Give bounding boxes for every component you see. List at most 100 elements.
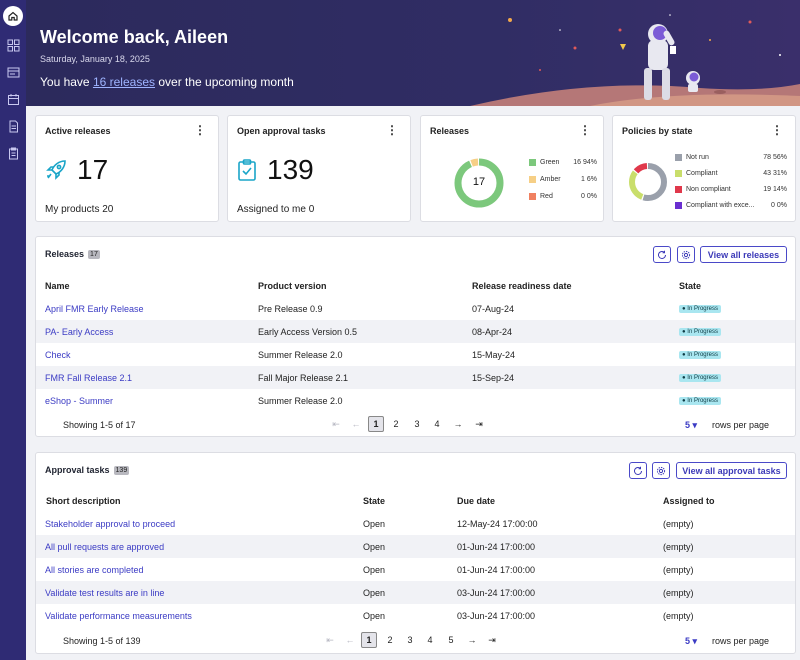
legend-item[interactable]: Green [529, 159, 559, 166]
rows-per-page-select[interactable]: 5 ▾ [685, 636, 698, 646]
approvals-settings-button[interactable] [652, 462, 670, 479]
approval-panel-label: Approval tasks [45, 465, 110, 475]
column-readiness-date[interactable]: Release readiness date [472, 281, 572, 291]
page-button[interactable]: 5 [448, 635, 454, 645]
donut-slice-compliant[interactable] [629, 163, 667, 201]
next-page-icon[interactable]: → [453, 419, 463, 429]
state-label: In Progress [687, 329, 718, 335]
product-version: Fall Major Release 2.1 [258, 373, 349, 383]
rows-per-page-label: rows per page [712, 636, 770, 646]
home-icon[interactable] [3, 6, 23, 26]
view-all-approval-tasks-button[interactable]: View all approval tasks [676, 462, 787, 479]
page-button[interactable]: 3 [414, 419, 420, 429]
legend-item[interactable]: Red [529, 193, 553, 200]
view-all-releases-button[interactable]: View all releases [700, 246, 787, 263]
column-state[interactable]: State [363, 496, 386, 506]
clipboard-icon[interactable] [0, 140, 26, 167]
donut-slice-green[interactable] [454, 158, 504, 208]
approval-tasks-menu-icon[interactable]: ⋮ [386, 123, 398, 137]
legend-item[interactable]: Compliant [675, 170, 718, 177]
state-badge: ● In Progress [679, 351, 721, 359]
active-releases-card: Active releases ⋮ 17 My products 20 [35, 115, 219, 222]
readiness-date: 07-Aug-24 [472, 304, 515, 314]
first-page-icon[interactable]: ⇤ [326, 634, 334, 645]
page-button[interactable]: 3 [407, 635, 413, 645]
active-releases-menu-icon[interactable]: ⋮ [194, 123, 206, 137]
state-label: In Progress [687, 398, 718, 404]
releases-panel: Releases 17 View all releases Name Produ… [35, 236, 796, 437]
previous-page-icon[interactable]: ← [351, 419, 361, 429]
table-row: Validate performance measurements Open 0… [36, 604, 795, 627]
table-row: Validate test results are in line Open 0… [36, 581, 795, 604]
legend-swatch [675, 186, 682, 193]
column-due-date[interactable]: Due date [457, 496, 496, 506]
page-button[interactable]: 4 [434, 419, 440, 429]
donut-slice-not-run[interactable] [629, 163, 667, 201]
refresh-releases-button[interactable] [653, 246, 671, 263]
task-assignee: (empty) [663, 542, 694, 552]
state-badge: ● In Progress [679, 397, 721, 405]
next-page-icon[interactable]: → [467, 635, 477, 645]
release-name-link[interactable]: Check [45, 350, 71, 360]
releases-icon[interactable] [0, 59, 26, 86]
legend-item[interactable]: Not run [675, 154, 709, 161]
legend-item[interactable]: Amber [529, 176, 561, 183]
approval-tasks-card-title: Open approval tasks [237, 126, 326, 136]
upcoming-releases-link[interactable]: 16 releases [92, 75, 155, 89]
release-name-link[interactable]: FMR Fall Release 2.1 [45, 373, 133, 383]
policies-chart-menu-icon[interactable]: ⋮ [771, 123, 783, 137]
page-button[interactable]: 1 [368, 416, 384, 432]
legend-swatch [529, 176, 536, 183]
release-name-link[interactable]: PA- Early Access [45, 327, 114, 337]
first-page-icon[interactable]: ⇤ [332, 418, 340, 429]
last-page-icon[interactable]: ⇥ [488, 634, 496, 645]
legend-swatch [529, 193, 536, 200]
readiness-date: 15-May-24 [472, 350, 516, 360]
table-row: Stakeholder approval to proceed Open 12-… [36, 512, 795, 535]
table-row: FMR Fall Release 2.1 Fall Major Release … [36, 366, 795, 389]
column-short-description[interactable]: Short description [46, 496, 121, 506]
task-assignee: (empty) [663, 588, 694, 598]
page-button[interactable]: 1 [361, 632, 377, 648]
releases-chart-menu-icon[interactable]: ⋮ [579, 123, 591, 137]
legend-value: 19 14% [763, 186, 787, 193]
rows-per-page-select[interactable]: 5 ▾ [685, 420, 698, 430]
task-description-link[interactable]: Validate test results are in line [45, 588, 165, 598]
product-version: Early Access Version 0.5 [258, 327, 358, 337]
task-description-link[interactable]: Stakeholder approval to proceed [45, 519, 176, 529]
welcome-title: Welcome back, Aileen [40, 27, 229, 47]
release-name-link[interactable]: eShop - Summer [45, 396, 114, 406]
task-description-link[interactable]: All pull requests are approved [45, 542, 165, 552]
task-description-link[interactable]: Validate performance measurements [45, 611, 192, 621]
page-button[interactable]: 2 [387, 635, 393, 645]
previous-page-icon[interactable]: ← [345, 635, 355, 645]
state-label: In Progress [687, 375, 718, 381]
task-description-link[interactable]: All stories are completed [45, 565, 144, 575]
page-button[interactable]: 2 [393, 419, 399, 429]
grid-icon[interactable] [0, 32, 26, 59]
document-icon[interactable] [0, 113, 26, 140]
readiness-date: 08-Apr-24 [472, 327, 513, 337]
summary-suffix: over the upcoming month [158, 75, 294, 89]
column-state[interactable]: State [679, 281, 702, 291]
approval-tasks-panel: Approval tasks 139 View all approval tas… [35, 452, 796, 654]
legend-item[interactable]: Non compliant [675, 186, 731, 193]
legend-label: Not run [686, 154, 709, 161]
last-page-icon[interactable]: ⇥ [475, 418, 483, 429]
column-assigned-to[interactable]: Assigned to [663, 496, 715, 506]
release-name-link[interactable]: April FMR Early Release [45, 304, 144, 314]
open-approval-tasks-card: Open approval tasks ⋮ 139 Assigned to me… [227, 115, 411, 222]
task-assignee: (empty) [663, 611, 694, 621]
releases-donut-chart [454, 158, 504, 208]
calendar-icon[interactable] [0, 86, 26, 113]
legend-swatch [675, 170, 682, 177]
releases-settings-button[interactable] [677, 246, 695, 263]
legend-item[interactable]: Compliant with exce... [675, 202, 754, 209]
refresh-approvals-button[interactable] [629, 462, 647, 479]
page-button[interactable]: 4 [427, 635, 433, 645]
task-state: Open [363, 565, 386, 575]
table-row: Check Summer Release 2.0 15-May-24 ● In … [36, 343, 795, 366]
column-product-version[interactable]: Product version [258, 281, 327, 291]
column-name[interactable]: Name [45, 281, 70, 291]
legend-label: Compliant with exce... [686, 202, 755, 209]
